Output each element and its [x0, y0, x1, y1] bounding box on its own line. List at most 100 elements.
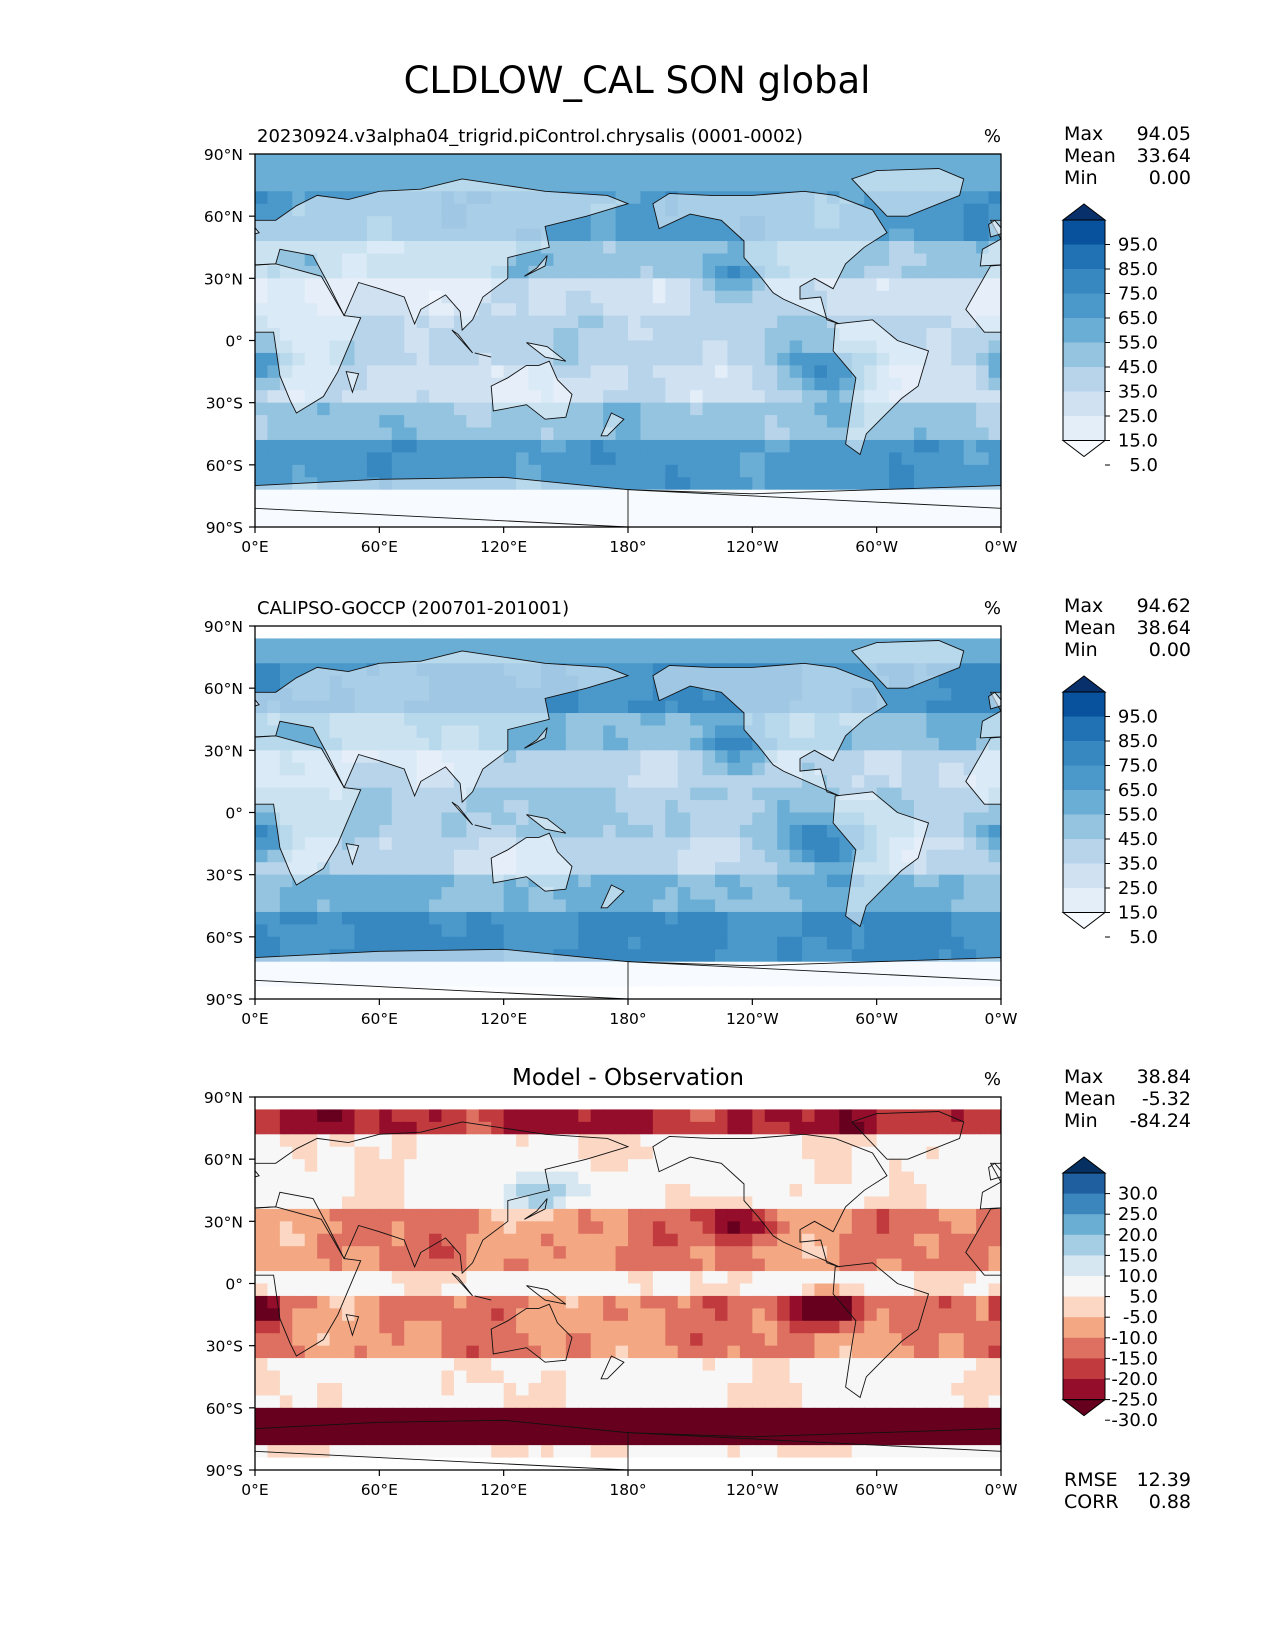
field-cell: [640, 390, 654, 404]
field-cell: [615, 1196, 629, 1210]
field-cell: [677, 340, 691, 354]
field-cell: [354, 1246, 368, 1260]
field-cell: [329, 427, 343, 441]
field-cell: [416, 1308, 430, 1322]
field-cell: [478, 862, 492, 876]
field-cell: [516, 725, 530, 739]
field-cell: [292, 986, 306, 999]
field-cell: [677, 986, 691, 999]
field-cell: [416, 514, 430, 527]
field-cell: [926, 812, 940, 826]
field-cell: [441, 887, 455, 901]
field-cell: [578, 650, 592, 664]
field-cell: [603, 1196, 617, 1210]
field-cell: [665, 154, 679, 168]
field-cell: [876, 1258, 890, 1272]
field-cell: [777, 837, 791, 851]
field-cell: [366, 1184, 380, 1198]
field-cell: [764, 1196, 778, 1210]
field-cell: [578, 439, 592, 453]
field-cell: [951, 837, 965, 851]
field-cell: [628, 986, 642, 999]
field-cell: [503, 1109, 517, 1123]
field-cell: [926, 1097, 940, 1111]
colorbar-label: 95.0: [1118, 707, 1158, 728]
field-cell: [652, 650, 666, 664]
field-cell: [540, 762, 554, 776]
field-cell: [963, 675, 977, 689]
field-cell: [665, 775, 679, 789]
field-cell: [578, 303, 592, 317]
field-cell: [416, 1333, 430, 1347]
field-cell: [565, 166, 579, 180]
field-cell: [951, 228, 965, 242]
field-cell: [851, 477, 865, 491]
field-cell: [938, 1171, 952, 1185]
field-cell: [739, 961, 753, 975]
field-cell: [839, 502, 853, 516]
field-cell: [876, 1208, 890, 1222]
field-cell: [764, 1271, 778, 1285]
field-cell: [901, 502, 915, 516]
field-cell: [441, 1171, 455, 1185]
coastline: [627, 485, 1001, 509]
field-cell: [988, 464, 1001, 478]
field-cell: [267, 178, 281, 192]
field-cell: [951, 1159, 965, 1173]
field-cell: [839, 1283, 853, 1297]
field-cell: [702, 390, 716, 404]
field-cell: [453, 1246, 467, 1260]
field-cell: [864, 502, 878, 516]
field-cell: [889, 1283, 903, 1297]
field-cell: [814, 974, 828, 988]
field-cell: [665, 352, 679, 366]
field-cell: [466, 862, 480, 876]
field-cell: [926, 824, 940, 838]
field-cell: [615, 1246, 629, 1260]
field-cell: [752, 1271, 766, 1285]
field-cell: [913, 390, 927, 404]
field-cell: [292, 1271, 306, 1285]
field-cell: [802, 1159, 816, 1173]
field-cell: [715, 303, 729, 317]
field-cell: [926, 1283, 940, 1297]
field-cell: [963, 1320, 977, 1334]
field-cell: [491, 1171, 505, 1185]
field-cell: [789, 1121, 803, 1135]
field-cell: [814, 899, 828, 913]
field-cell: [901, 1295, 915, 1309]
field-cell: [901, 924, 915, 938]
field-cell: [789, 650, 803, 664]
field-cell: [690, 1196, 704, 1210]
field-cell: [677, 328, 691, 342]
field-cell: [814, 154, 828, 168]
field-cell: [752, 775, 766, 789]
field-cell: [466, 154, 480, 168]
field-cell: [453, 936, 467, 950]
field-cell: [354, 390, 368, 404]
field-cell: [516, 328, 530, 342]
field-cell: [976, 390, 990, 404]
field-cell: [752, 800, 766, 814]
field-cell: [441, 1184, 455, 1198]
field-cell: [715, 750, 729, 764]
field-cell: [590, 837, 604, 851]
field-cell: [317, 464, 331, 478]
field-cell: [615, 1320, 629, 1334]
field-cell: [963, 862, 977, 876]
field-cell: [441, 402, 455, 416]
field-cell: [317, 427, 331, 441]
field-cell: [628, 713, 642, 727]
field-cell: [963, 203, 977, 217]
field-cell: [317, 626, 331, 640]
field-cell: [652, 837, 666, 851]
field-cell: [715, 1221, 729, 1235]
field-cell: [938, 874, 952, 888]
field-cell: [565, 1109, 579, 1123]
field-cell: [777, 1233, 791, 1247]
field-cell: [578, 626, 592, 640]
field-cell: [690, 688, 704, 702]
field-cell: [938, 837, 952, 851]
field-cell: [565, 1333, 579, 1347]
field-cell: [528, 1258, 542, 1272]
